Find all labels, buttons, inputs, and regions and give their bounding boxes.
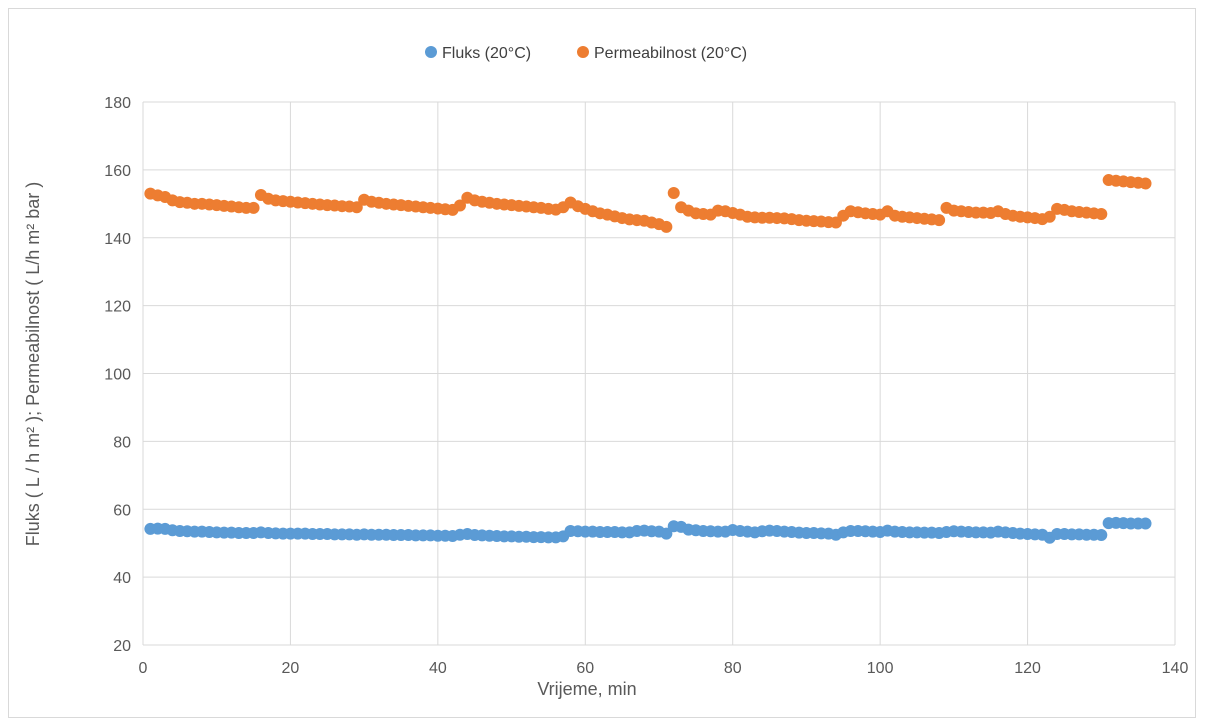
y-axis-ticks: 20 40 60 80 100 120 140 160 180 (104, 95, 131, 655)
x-tick-label: 80 (724, 660, 742, 677)
x-tick-label: 40 (429, 660, 447, 677)
legend-label-permeabilnost: Permeabilnost (20°C) (594, 45, 747, 62)
chart-svg: 20 40 60 80 100 120 140 160 180 0 20 40 60 80 100 120 1… (23, 45, 1189, 699)
data-point (1139, 177, 1152, 190)
series-fluks (144, 516, 1152, 544)
series-layer (144, 174, 1152, 544)
x-axis-title: Vrijeme, min (537, 679, 636, 699)
legend: Fluks (20°C) Permeabilnost (20°C) (425, 45, 747, 62)
legend-marker-fluks (425, 46, 437, 58)
series-permeabilnost (144, 174, 1152, 233)
x-tick-label: 140 (1162, 660, 1189, 677)
y-tick-label: 60 (113, 502, 131, 519)
chart-area: 20 40 60 80 100 120 140 160 180 0 20 40 60 80 100 120 1… (8, 8, 1196, 718)
data-point (667, 186, 680, 199)
data-point (1043, 210, 1056, 223)
x-tick-label: 100 (867, 660, 894, 677)
legend-label-fluks: Fluks (20°C) (442, 45, 531, 62)
data-point (660, 220, 673, 233)
data-point (1139, 517, 1152, 530)
y-tick-label: 40 (113, 570, 131, 587)
y-tick-label: 100 (104, 367, 131, 384)
gridlines (142, 101, 1176, 646)
y-tick-label: 20 (113, 638, 131, 655)
y-tick-label: 140 (104, 231, 131, 248)
data-point (247, 201, 260, 214)
data-point (1095, 529, 1108, 542)
x-tick-label: 60 (576, 660, 594, 677)
x-tick-label: 0 (139, 660, 148, 677)
data-point (350, 201, 363, 214)
legend-marker-permeabilnost (577, 46, 589, 58)
y-tick-label: 120 (104, 299, 131, 316)
x-axis-ticks: 0 20 40 60 80 100 120 140 (139, 660, 1189, 677)
data-point (933, 214, 946, 227)
y-tick-label: 160 (104, 163, 131, 180)
data-point (660, 527, 673, 540)
x-tick-label: 20 (282, 660, 300, 677)
y-tick-label: 180 (104, 95, 131, 112)
data-point (1095, 207, 1108, 220)
y-tick-label: 80 (113, 434, 131, 451)
y-axis-title: Fluks ( L / h m² ); Permeabilnost ( L/h … (23, 182, 43, 546)
data-point (453, 199, 466, 212)
x-tick-label: 120 (1014, 660, 1041, 677)
